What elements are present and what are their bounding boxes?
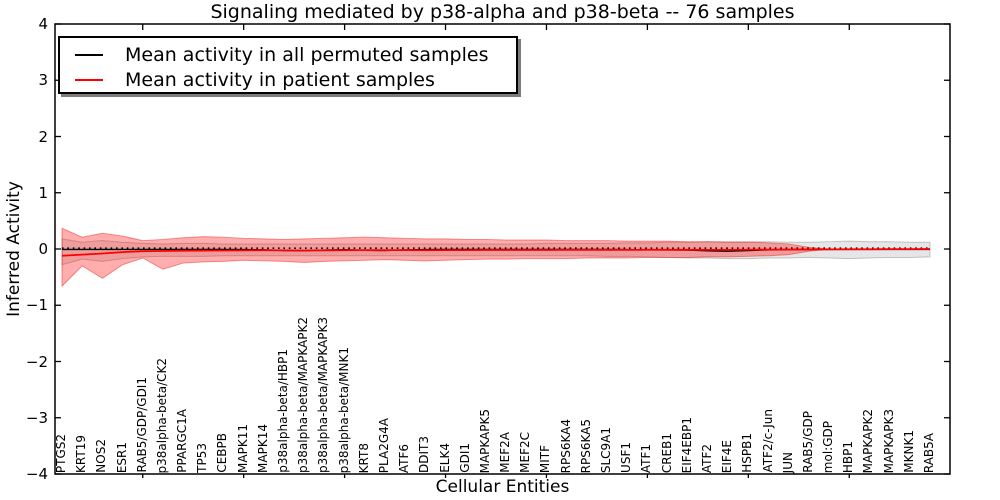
- x-category-label: PTGS2: [54, 433, 68, 473]
- x-category-label: ATF6: [397, 443, 412, 473]
- x-category-label: CEBPB: [215, 433, 230, 473]
- legend-label: Mean activity in all permuted samples: [125, 43, 489, 66]
- x-category-label: EIF4E: [720, 439, 735, 473]
- x-category-label: ATF2: [699, 443, 714, 473]
- x-category-label: MAPKAPK3: [881, 408, 896, 473]
- permuted-std-band: [61, 238, 931, 266]
- patient-std-band: [61, 227, 830, 288]
- permuted-line-swatch: [75, 53, 103, 56]
- x-category-label: ESR1: [114, 441, 129, 473]
- x-category-label: USF1: [619, 442, 634, 473]
- legend-label: Mean activity in patient samples: [125, 68, 435, 91]
- x-category-label: ATF2/c-Jun: [760, 409, 775, 473]
- legend: Mean activity in all permuted samples Me…: [58, 36, 518, 94]
- x-category-label: MKNK1: [901, 430, 916, 473]
- x-category-label: TP53: [195, 443, 210, 473]
- x-category-label: HBP1: [841, 440, 856, 473]
- x-category-label: mol:GDP: [821, 420, 836, 473]
- legend-item-patient: Mean activity in patient samples: [60, 67, 516, 92]
- x-category-label: ATF1: [639, 443, 654, 473]
- patient-line-swatch: [75, 78, 103, 81]
- x-category-label: p38alpha-beta/CK2: [154, 357, 169, 473]
- y-tick-label: 3: [38, 71, 48, 90]
- x-category-label: MAPKAPK2: [861, 408, 876, 473]
- x-category-label: ELK4: [437, 443, 452, 473]
- legend-item-permuted: Mean activity in all permuted samples: [60, 42, 516, 67]
- chart-title: Signaling mediated by p38-alpha and p38-…: [210, 1, 795, 23]
- y-tick-label: 4: [38, 15, 48, 33]
- y-tick-label: 0: [38, 240, 48, 258]
- x-category-label: PLA2G4A: [376, 417, 391, 473]
- x-category-label: RAB5/GDP/GDI1: [134, 377, 149, 473]
- x-category-label: PPARGC1A: [175, 409, 190, 473]
- x-category-label: MEF2C: [518, 432, 533, 473]
- y-tick-label: −2: [25, 352, 48, 371]
- x-category-label: p38alpha-beta/MNK1: [336, 346, 351, 473]
- x-category-label: JUN: [780, 451, 795, 473]
- x-category-label: p38alpha-beta/MAPKAPK3: [316, 317, 331, 473]
- x-category-label: KRT8: [356, 442, 371, 473]
- x-category-label: MAPK11: [235, 424, 250, 473]
- x-category-label: MAPKAPK5: [477, 408, 492, 473]
- x-category-label: SLC9A1: [599, 426, 614, 473]
- x-category-label: KRT19: [74, 435, 89, 473]
- x-category-label: RPS6KA4: [558, 418, 573, 473]
- x-category-label: NOS2: [94, 439, 109, 473]
- x-category-label: RAB5A: [922, 432, 936, 473]
- y-tick-label: −4: [25, 465, 48, 483]
- y-tick-label: −3: [25, 408, 48, 427]
- x-axis-label: Cellular Entities: [435, 477, 570, 497]
- x-category-label: RPS6KA5: [578, 418, 593, 473]
- x-category-label: CREB1: [659, 432, 674, 473]
- x-category-label: p38alpha-beta/MAPKAPK2: [296, 317, 311, 473]
- x-category-label: RAB5/GDP: [800, 411, 815, 473]
- y-tick-label: −1: [25, 296, 48, 315]
- x-category-label: HSPB1: [740, 433, 755, 473]
- x-category-label: MAPK14: [255, 424, 270, 473]
- x-category-label: EIF4EBP1: [679, 416, 694, 473]
- x-category-label: p38alpha-beta/HBP1: [276, 349, 291, 473]
- x-category-label: DDIT3: [417, 436, 432, 473]
- patient-mean-line: [61, 248, 931, 257]
- y-tick-label: 1: [38, 183, 48, 202]
- x-category-label: GDI1: [457, 443, 472, 473]
- x-category-label: MEF2A: [498, 432, 513, 473]
- x-category-label: MITF: [538, 444, 553, 473]
- y-tick-label: 2: [38, 127, 48, 146]
